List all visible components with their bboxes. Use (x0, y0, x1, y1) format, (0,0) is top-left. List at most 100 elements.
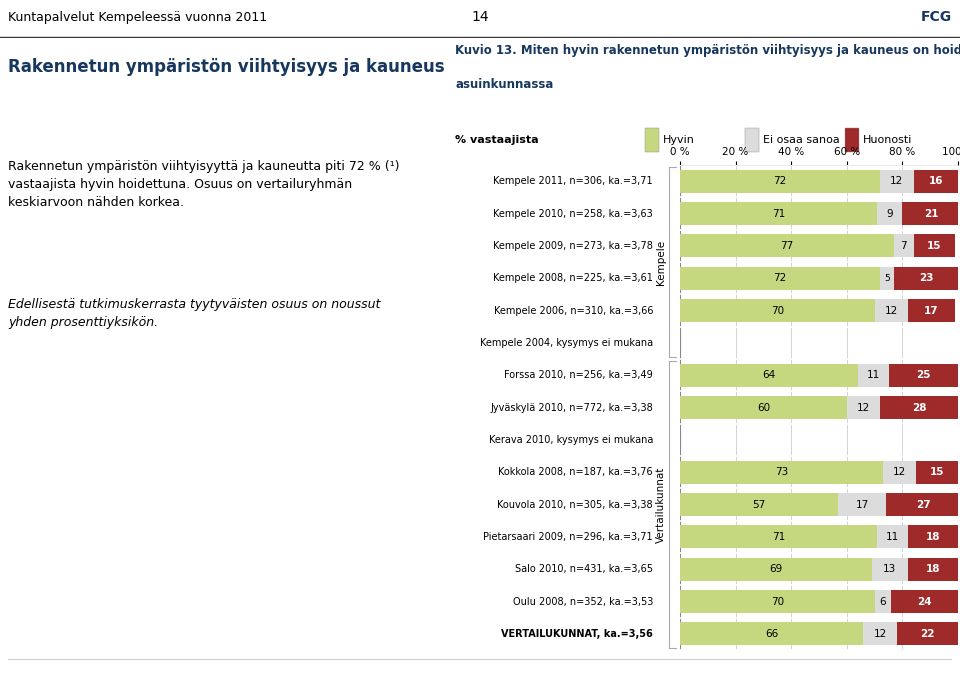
Bar (680, 525, 877, 548)
Text: 69: 69 (769, 564, 782, 574)
Text: Huonosti: Huonosti (862, 135, 912, 145)
Text: 16: 16 (928, 176, 943, 186)
Text: 22: 22 (921, 628, 935, 639)
Text: Rakennetun ympäristön viihtyisyys ja kauneus: Rakennetun ympäristön viihtyisyys ja kau… (8, 58, 444, 76)
Bar (680, 590, 875, 613)
Text: Rakennetun ympäristön viihtyisyyttä ja kauneutta piti 72 % (¹)
vastaajista hyvin: Rakennetun ympäristön viihtyisyyttä ja k… (8, 160, 399, 209)
Text: 7: 7 (900, 241, 907, 251)
Bar (863, 622, 897, 645)
Text: 17: 17 (924, 306, 939, 315)
Text: 14: 14 (471, 10, 489, 24)
Text: 15: 15 (930, 467, 945, 477)
Text: 57: 57 (753, 500, 766, 509)
Text: 64: 64 (762, 370, 776, 380)
Bar (680, 396, 847, 419)
Bar (902, 202, 960, 225)
Bar (680, 299, 875, 322)
Bar (680, 461, 883, 484)
Text: Kokkola 2008, n=187, ka.=3,76: Kokkola 2008, n=187, ka.=3,76 (498, 467, 653, 477)
Bar (872, 557, 908, 580)
Text: 21: 21 (924, 209, 939, 219)
Bar (877, 525, 908, 548)
Text: 71: 71 (772, 532, 785, 541)
Bar (880, 267, 894, 290)
Bar (891, 590, 958, 613)
Bar (680, 267, 880, 290)
Bar (680, 202, 877, 225)
Text: 15: 15 (927, 241, 942, 251)
Text: VERTAILUKUNNAT, ka.=3,56: VERTAILUKUNNAT, ka.=3,56 (501, 628, 653, 639)
Bar (875, 590, 891, 613)
Bar (908, 299, 955, 322)
Text: 5: 5 (884, 274, 890, 283)
Bar (894, 267, 958, 290)
Text: 73: 73 (775, 467, 788, 477)
Bar (680, 493, 838, 516)
Text: 12: 12 (890, 176, 903, 186)
Text: 70: 70 (771, 306, 784, 315)
Text: 71: 71 (772, 209, 785, 219)
Bar (745, 128, 759, 152)
Text: 18: 18 (925, 564, 940, 574)
Text: 28: 28 (912, 402, 926, 413)
Text: 66: 66 (765, 628, 779, 639)
Text: 12: 12 (885, 306, 898, 315)
Text: 60: 60 (756, 402, 770, 413)
Text: 11: 11 (867, 370, 879, 380)
Text: Kempele 2011, n=306, ka.=3,71: Kempele 2011, n=306, ka.=3,71 (493, 176, 653, 186)
Text: Pietarsaari 2009, n=296, ka.=3,71: Pietarsaari 2009, n=296, ka.=3,71 (484, 532, 653, 541)
Text: 18: 18 (925, 532, 940, 541)
Text: Kempele 2009, n=273, ka.=3,78: Kempele 2009, n=273, ka.=3,78 (493, 241, 653, 251)
Text: FCG: FCG (921, 10, 952, 24)
Text: 12: 12 (874, 628, 887, 639)
Bar (877, 202, 902, 225)
Text: Kempele 2010, n=258, ka.=3,63: Kempele 2010, n=258, ka.=3,63 (493, 209, 653, 219)
Bar (847, 396, 880, 419)
Text: 72: 72 (774, 273, 786, 283)
Bar (889, 363, 958, 387)
Text: Ei osaa sanoa: Ei osaa sanoa (762, 135, 839, 145)
Text: 12: 12 (893, 467, 906, 477)
Bar (858, 363, 889, 387)
Text: Kerava 2010, kysymys ei mukana: Kerava 2010, kysymys ei mukana (489, 435, 653, 445)
Text: Kuntapalvelut Kempeleessä vuonna 2011: Kuntapalvelut Kempeleessä vuonna 2011 (8, 10, 267, 24)
Text: 12: 12 (857, 402, 870, 413)
Bar (680, 622, 863, 645)
Text: Kempele 2004, kysymys ei mukana: Kempele 2004, kysymys ei mukana (480, 338, 653, 348)
Text: Edellisestä tutkimuskerrasta tyytyväisten osuus on noussut
yhden prosenttiyksikö: Edellisestä tutkimuskerrasta tyytyväiste… (8, 298, 380, 329)
Text: Jyväskylä 2010, n=772, ka.=3,38: Jyväskylä 2010, n=772, ka.=3,38 (491, 402, 653, 413)
Text: Kempele 2006, n=310, ka.=3,66: Kempele 2006, n=310, ka.=3,66 (493, 306, 653, 315)
Bar (680, 234, 894, 258)
Text: 11: 11 (886, 532, 900, 541)
Text: Hyvin: Hyvin (662, 135, 694, 145)
Text: Salo 2010, n=431, ka.=3,65: Salo 2010, n=431, ka.=3,65 (515, 564, 653, 574)
Bar (680, 170, 880, 193)
Bar (680, 557, 872, 580)
Text: 27: 27 (916, 500, 930, 509)
Text: 23: 23 (919, 273, 933, 283)
Bar (880, 170, 914, 193)
Bar (880, 396, 958, 419)
Bar (908, 525, 958, 548)
Text: Kuvio 13. Miten hyvin rakennetun ympäristön viihtyisyys ja kauneus on hoidettu: Kuvio 13. Miten hyvin rakennetun ympäris… (455, 44, 960, 57)
Bar (680, 363, 858, 387)
Text: 9: 9 (887, 209, 893, 219)
Text: Oulu 2008, n=352, ka.=3,53: Oulu 2008, n=352, ka.=3,53 (513, 596, 653, 606)
Bar (897, 622, 958, 645)
Bar (908, 557, 958, 580)
Text: 72: 72 (774, 176, 786, 186)
Bar (838, 493, 886, 516)
Text: Vertailukunnat: Vertailukunnat (657, 466, 666, 543)
Text: Kempele: Kempele (657, 239, 666, 285)
Bar (645, 128, 659, 152)
Text: Forssa 2010, n=256, ka.=3,49: Forssa 2010, n=256, ka.=3,49 (504, 370, 653, 380)
Text: asuinkunnassa: asuinkunnassa (455, 77, 553, 90)
Bar (883, 461, 916, 484)
Bar (886, 493, 960, 516)
Text: Kouvola 2010, n=305, ka.=3,38: Kouvola 2010, n=305, ka.=3,38 (497, 500, 653, 509)
Bar (916, 461, 958, 484)
Text: 6: 6 (879, 596, 886, 606)
Bar (875, 299, 908, 322)
Text: Kempele 2008, n=225, ka.=3,61: Kempele 2008, n=225, ka.=3,61 (493, 273, 653, 283)
Bar (894, 234, 914, 258)
